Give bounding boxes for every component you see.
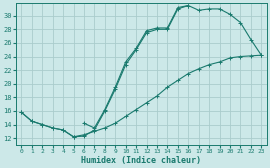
X-axis label: Humidex (Indice chaleur): Humidex (Indice chaleur) [81,156,201,164]
